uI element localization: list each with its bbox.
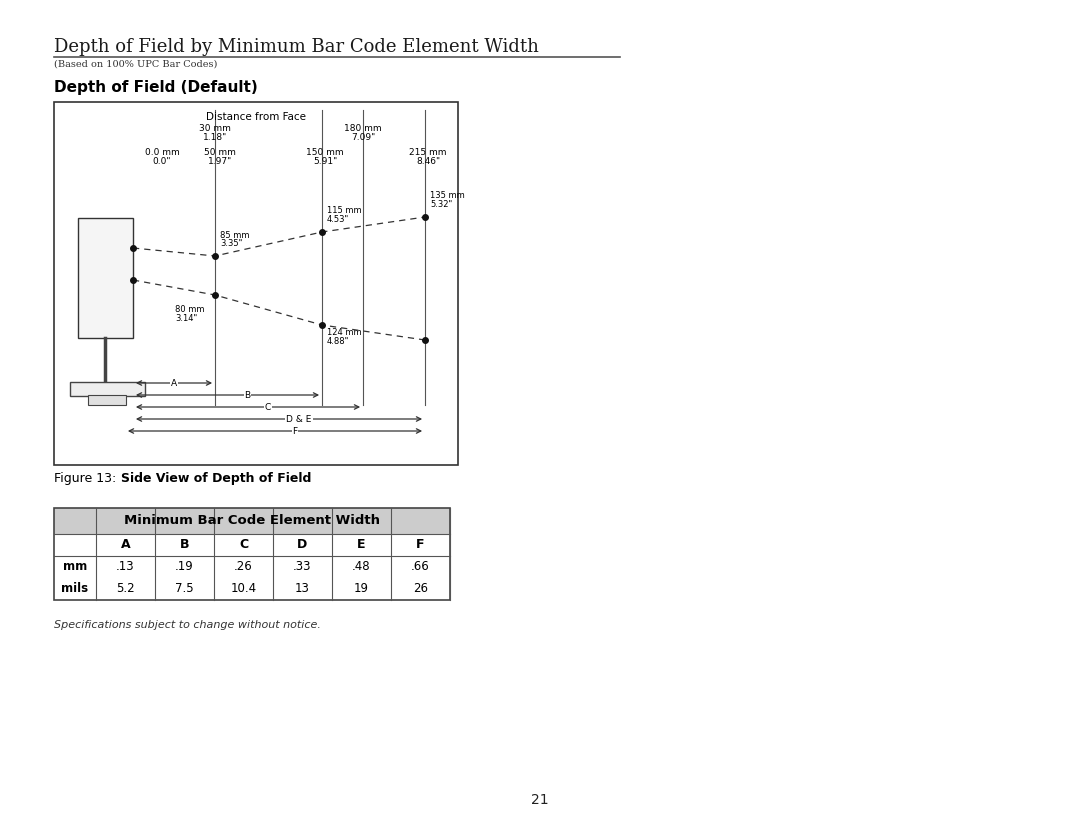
Text: 80 mm: 80 mm (175, 305, 204, 314)
Bar (78, 218, 133, 338)
Text: 1.97": 1.97" (207, 157, 232, 166)
Text: .66: .66 (411, 560, 430, 574)
Bar (87, 395, 126, 405)
Bar (54, 508, 450, 600)
Text: 3.14": 3.14" (175, 314, 198, 323)
Text: .13: .13 (117, 560, 135, 574)
Text: 8.46": 8.46" (416, 157, 440, 166)
Text: 7.5: 7.5 (175, 582, 193, 595)
Bar (54, 508, 450, 534)
Text: 1.18": 1.18" (203, 133, 227, 142)
Text: 5.2: 5.2 (117, 582, 135, 595)
Text: Side View of Depth of Field: Side View of Depth of Field (121, 472, 311, 485)
Text: 21: 21 (531, 793, 549, 807)
Text: 115 mm: 115 mm (327, 206, 362, 215)
Text: 5.91": 5.91" (313, 157, 337, 166)
Text: mils: mils (62, 582, 89, 595)
Bar (54, 102, 458, 465)
Text: 180 mm: 180 mm (345, 124, 382, 133)
Text: Minimum Bar Code Element Width: Minimum Bar Code Element Width (124, 515, 380, 527)
Text: 26: 26 (413, 582, 428, 595)
Text: 5.32": 5.32" (430, 200, 453, 209)
Text: F: F (293, 426, 298, 435)
Text: 150 mm: 150 mm (307, 148, 343, 157)
Text: mm: mm (63, 560, 87, 574)
Text: 4.53": 4.53" (327, 215, 349, 224)
Text: 215 mm: 215 mm (409, 148, 447, 157)
Text: 0.0": 0.0" (152, 157, 172, 166)
Text: 0.0 mm: 0.0 mm (145, 148, 179, 157)
Text: 124 mm: 124 mm (327, 328, 362, 337)
Text: 7.09": 7.09" (351, 133, 375, 142)
Text: C: C (265, 403, 271, 411)
Text: B: B (244, 390, 251, 399)
Text: 4.88": 4.88" (327, 337, 349, 346)
Text: .48: .48 (352, 560, 370, 574)
Text: C: C (239, 539, 248, 551)
Text: Depth of Field (Default): Depth of Field (Default) (54, 80, 258, 95)
Text: Specifications subject to change without notice.: Specifications subject to change without… (54, 620, 321, 630)
Text: 13: 13 (295, 582, 310, 595)
Text: D: D (297, 539, 308, 551)
Text: 19: 19 (354, 582, 369, 595)
Text: Depth of Field by Minimum Bar Code Element Width: Depth of Field by Minimum Bar Code Eleme… (54, 38, 539, 56)
Text: 50 mm: 50 mm (204, 148, 235, 157)
Text: 85 mm: 85 mm (220, 231, 249, 240)
Text: E: E (357, 539, 366, 551)
Text: F: F (416, 539, 424, 551)
Text: Distance from Face: Distance from Face (206, 112, 306, 122)
Text: A: A (171, 379, 177, 388)
Text: .19: .19 (175, 560, 194, 574)
Text: 10.4: 10.4 (230, 582, 257, 595)
Text: B: B (179, 539, 189, 551)
Text: 30 mm: 30 mm (199, 124, 231, 133)
Text: 3.35": 3.35" (220, 239, 242, 248)
Bar (70, 382, 145, 396)
Text: 135 mm: 135 mm (430, 191, 464, 200)
Text: Figure 13:: Figure 13: (54, 472, 120, 485)
Text: .33: .33 (294, 560, 312, 574)
Text: A: A (121, 539, 131, 551)
Text: .26: .26 (234, 560, 253, 574)
Text: D & E: D & E (286, 414, 312, 424)
Text: (Based on 100% UPC Bar Codes): (Based on 100% UPC Bar Codes) (54, 60, 217, 69)
